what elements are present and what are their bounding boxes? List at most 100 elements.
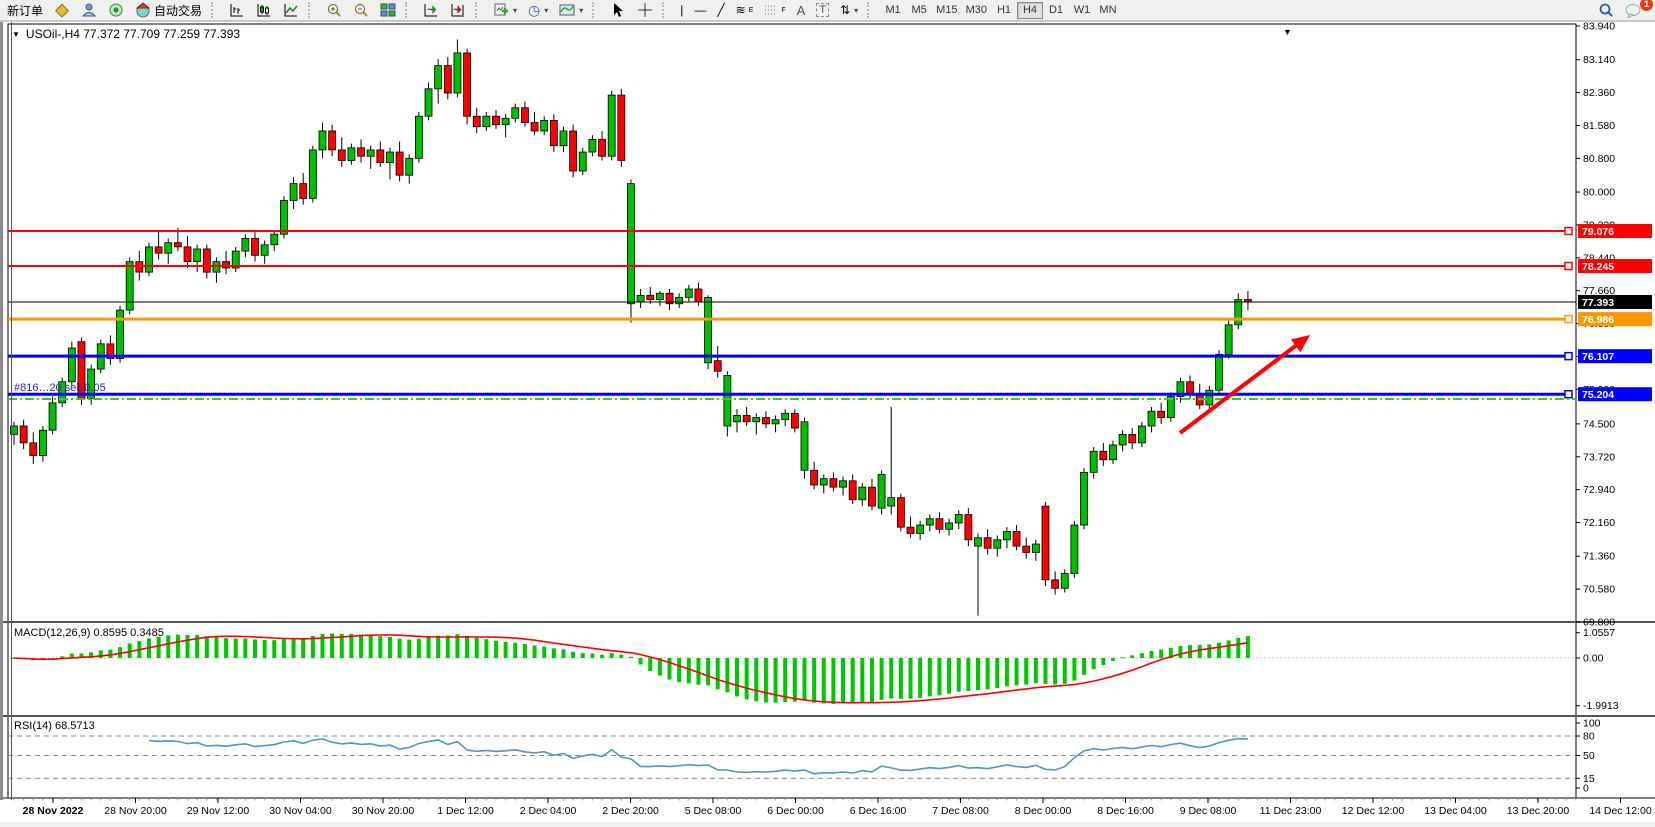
bar-chart-button[interactable] bbox=[224, 1, 250, 19]
svg-text:6 Dec 16:00: 6 Dec 16:00 bbox=[850, 805, 907, 817]
svg-text:-1.9913: -1.9913 bbox=[1583, 700, 1619, 712]
new-chart-dropdown[interactable]: ▾ bbox=[488, 1, 522, 19]
chat-icon bbox=[1625, 3, 1642, 18]
timeframe-button-m30[interactable]: M30 bbox=[962, 2, 991, 19]
market-watch-button[interactable] bbox=[49, 1, 75, 19]
svg-text:71.360: 71.360 bbox=[1583, 551, 1615, 563]
price-axis: 83.94083.14082.36081.58080.80080.00079.2… bbox=[1576, 21, 1615, 629]
chart-shift-icon bbox=[450, 2, 466, 18]
svg-text:1.0557: 1.0557 bbox=[1583, 627, 1615, 639]
indicators-dropdown[interactable]: ▾ bbox=[554, 1, 588, 19]
svg-text:80.800: 80.800 bbox=[1583, 153, 1615, 165]
time-axis: 28 Nov 2022 28 Nov 20:00 29 Nov 12:00 30 No… bbox=[13, 798, 1652, 817]
arrows-icon: ⇅ bbox=[840, 3, 851, 17]
svg-text:76.986: 76.986 bbox=[1582, 314, 1614, 326]
macd-label: MACD(12,26,9) 0.8595 0.3485 bbox=[14, 627, 164, 639]
autotrading-button[interactable]: 自动交易 bbox=[130, 1, 207, 19]
indicators-icon bbox=[559, 2, 575, 18]
svg-text:28 Nov 2022: 28 Nov 2022 bbox=[23, 805, 84, 817]
text-label-button[interactable]: T bbox=[811, 1, 834, 19]
timeframe-button-h4[interactable]: H4 bbox=[1016, 1, 1043, 19]
svg-text:12 Dec 12:00: 12 Dec 12:00 bbox=[1342, 805, 1405, 817]
text-label-icon: T bbox=[816, 3, 830, 17]
horizontal-line-button[interactable]: — bbox=[689, 1, 711, 19]
svg-text:77.660: 77.660 bbox=[1583, 285, 1615, 297]
svg-text:0: 0 bbox=[1583, 783, 1589, 795]
text-icon: A bbox=[796, 2, 806, 18]
crosshair-button[interactable] bbox=[632, 1, 658, 19]
candlestick-chart-button[interactable] bbox=[251, 1, 277, 19]
dropdown-caret-icon: ▾ bbox=[544, 5, 549, 15]
svg-text:79.076: 79.076 bbox=[1582, 226, 1614, 238]
zoom-out-button[interactable] bbox=[348, 1, 374, 19]
tile-windows-button[interactable] bbox=[375, 1, 401, 19]
search-icon bbox=[1598, 2, 1614, 18]
svg-text:80.000: 80.000 bbox=[1583, 187, 1615, 199]
profiles-dropdown[interactable]: ◷ ▾ bbox=[523, 1, 553, 19]
metaeditor-button[interactable] bbox=[76, 1, 102, 19]
arrows-dropdown[interactable]: ⇅ ▾ bbox=[835, 1, 863, 19]
horizontal-line-icon: — bbox=[694, 3, 707, 17]
timeframe-button-h1[interactable]: H1 bbox=[991, 2, 1017, 19]
fibonacci-icon bbox=[764, 3, 778, 17]
new-order-label: 新订单 bbox=[7, 3, 44, 18]
timeframe-button-m5[interactable]: M5 bbox=[906, 2, 932, 19]
chart-window[interactable]: 83.94083.14082.36081.58080.80080.00079.2… bbox=[0, 21, 1655, 822]
vertical-line-button[interactable]: | bbox=[675, 1, 688, 19]
toolbar-grip bbox=[405, 2, 414, 18]
rsi-label: RSI(14) 68.5713 bbox=[14, 720, 95, 732]
svg-text:83.940: 83.940 bbox=[1583, 21, 1615, 33]
object-marker-icon: ▼ bbox=[1283, 27, 1292, 37]
svg-text:30 Nov 04:00: 30 Nov 04:00 bbox=[269, 805, 332, 817]
line-chart-icon bbox=[283, 2, 299, 18]
svg-text:0.00: 0.00 bbox=[1583, 653, 1604, 665]
svg-text:72.940: 72.940 bbox=[1583, 484, 1615, 496]
timeframe-button-d1[interactable]: D1 bbox=[1043, 2, 1069, 19]
auto-scroll-button[interactable] bbox=[418, 1, 444, 19]
search-button[interactable] bbox=[1593, 1, 1619, 19]
fibonacci-button[interactable]: F bbox=[759, 1, 790, 19]
timeframe-button-mn[interactable]: MN bbox=[1095, 2, 1121, 19]
clock-icon: ◷ bbox=[528, 1, 541, 18]
chart-shift-button[interactable] bbox=[445, 1, 471, 19]
cursor-button[interactable] bbox=[605, 1, 631, 19]
svg-text:8 Dec 00:00: 8 Dec 00:00 bbox=[1015, 805, 1072, 817]
timeframe-button-m1[interactable]: M1 bbox=[880, 2, 906, 19]
trend-arrow-annotation bbox=[1178, 334, 1310, 435]
toolbar-grip bbox=[475, 2, 484, 18]
svg-text:83.140: 83.140 bbox=[1583, 54, 1615, 66]
svg-text:77.393: 77.393 bbox=[1582, 297, 1614, 309]
pane-frames bbox=[0, 23, 1655, 799]
equidistant-channel-button[interactable]: ≋ E bbox=[731, 1, 759, 19]
svg-text:2 Dec 20:00: 2 Dec 20:00 bbox=[602, 805, 659, 817]
metaeditor-icon bbox=[81, 2, 97, 18]
line-chart-button[interactable] bbox=[278, 1, 304, 19]
signals-button[interactable] bbox=[103, 1, 129, 19]
svg-text:8 Dec 16:00: 8 Dec 16:00 bbox=[1097, 805, 1154, 817]
tile-windows-icon bbox=[380, 2, 396, 18]
svg-text:14 Dec 12:00: 14 Dec 12:00 bbox=[1589, 805, 1652, 817]
chat-unread-badge: 1 bbox=[1640, 0, 1653, 11]
new-order-button[interactable]: 新订单 bbox=[2, 1, 48, 19]
svg-text:80: 80 bbox=[1583, 731, 1595, 743]
zoom-in-button[interactable] bbox=[321, 1, 347, 19]
chart-title-text: USOil-,H4 77.372 77.709 77.259 77.393 bbox=[25, 27, 241, 41]
chart-title: ▼ USOil-,H4 77.372 77.709 77.259 77.393 bbox=[12, 27, 240, 41]
trendline-button[interactable]: ╱ bbox=[712, 1, 729, 19]
svg-text:50: 50 bbox=[1583, 750, 1595, 762]
chat-button[interactable]: 1 bbox=[1620, 0, 1653, 19]
toolbar-grip bbox=[308, 2, 317, 18]
svg-text:15: 15 bbox=[1583, 773, 1595, 785]
vertical-line-icon: | bbox=[680, 3, 684, 17]
chart-canvas[interactable]: 83.94083.14082.36081.58080.80080.00079.2… bbox=[0, 21, 1655, 827]
toolbar-grip bbox=[211, 2, 220, 18]
timeframe-button-w1[interactable]: W1 bbox=[1069, 2, 1095, 19]
dropdown-caret-icon: ▾ bbox=[579, 5, 584, 15]
crosshair-icon bbox=[637, 2, 653, 18]
timeframe-button-m15[interactable]: M15 bbox=[932, 2, 961, 19]
market-watch-icon bbox=[54, 2, 70, 18]
svg-text:72.160: 72.160 bbox=[1583, 517, 1615, 529]
text-button[interactable]: A bbox=[792, 1, 811, 19]
svg-text:30 Nov 20:00: 30 Nov 20:00 bbox=[352, 805, 415, 817]
